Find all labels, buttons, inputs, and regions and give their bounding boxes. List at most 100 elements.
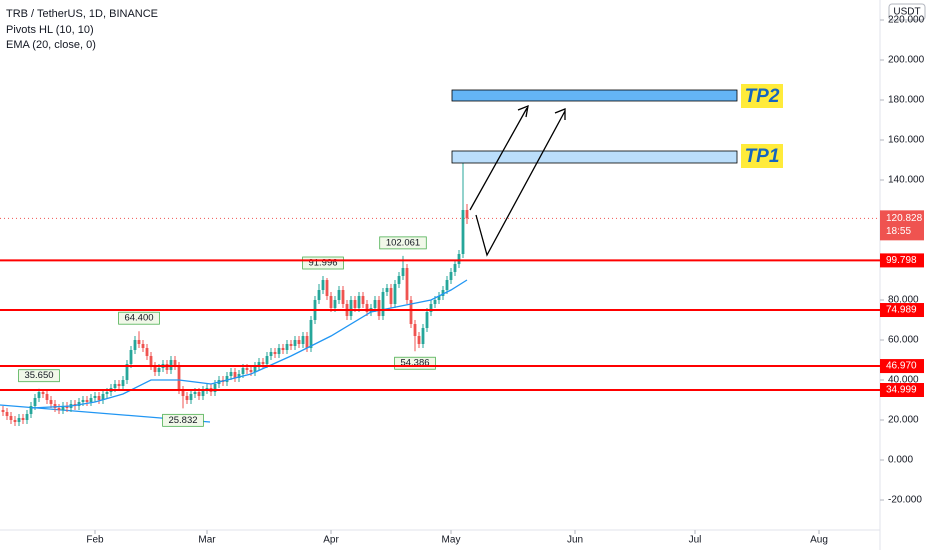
candle-body (457, 254, 461, 264)
plot: 35.650 64.400 91.996 102.061 25.832 54.386 (0, 156, 880, 427)
candle-body (273, 352, 277, 354)
candle-body (377, 300, 381, 316)
candle-body (461, 210, 465, 254)
candle-body (297, 340, 301, 344)
candle-body (373, 300, 377, 308)
candle-body (105, 392, 109, 394)
candle-body (253, 366, 257, 372)
pivot-label: 35.650 (24, 370, 53, 381)
candle-body (389, 288, 393, 304)
candle-body (301, 336, 305, 344)
candle-body (65, 406, 69, 408)
currency[interactable]: USDT (893, 7, 920, 18)
candle-body (405, 268, 409, 300)
candle-body (321, 280, 325, 290)
pivot-label: 25.832 (168, 415, 197, 426)
ema-line (30, 279, 468, 409)
candle-body (1, 410, 5, 412)
candle-body (21, 418, 25, 420)
currency-badge[interactable] (888, 3, 926, 21)
candle-body (281, 348, 285, 350)
level-tag-label: 99.798 (886, 255, 917, 266)
arrow (469, 104, 529, 211)
level-tag (880, 383, 924, 398)
y-tick-label: 60.000 (888, 335, 919, 346)
candle-body (277, 348, 281, 354)
candle-body (85, 400, 89, 402)
candle-body (145, 348, 149, 356)
candle-body (81, 400, 85, 402)
y-tick-label: 80.000 (888, 295, 919, 306)
tp2-zone (451, 89, 738, 102)
candle-body (337, 290, 341, 300)
candle-body (357, 296, 361, 308)
candle-body (393, 284, 397, 304)
candle-body (133, 340, 137, 350)
candle-body (205, 388, 209, 390)
candle-body (117, 384, 121, 386)
candle-body (57, 408, 61, 410)
level-tag-label: 46.970 (886, 361, 917, 372)
candle-body (193, 392, 197, 394)
tp1-zone (451, 150, 738, 164)
candle-body (17, 418, 21, 422)
y-tick-label: 20.000 (888, 415, 919, 426)
candle-body (285, 344, 289, 350)
candle-body (305, 336, 309, 348)
y-tick-label: 160.000 (888, 135, 925, 146)
candle-body (37, 392, 41, 398)
symbol-title: TRB / TetherUS, 1D, BINANCE (6, 8, 158, 20)
pivot-box (162, 413, 204, 427)
candle-body (309, 320, 313, 348)
candle-body (121, 380, 125, 386)
candle-body (141, 344, 145, 348)
candle-body (417, 336, 421, 344)
candle-body (177, 366, 181, 390)
candle-body (245, 368, 249, 370)
y-tick-label: 40.000 (888, 375, 919, 386)
candle-body (229, 372, 233, 376)
candle-body (89, 398, 93, 402)
tp2-label: TP2 (745, 86, 780, 107)
x-tick-label: Aug (810, 535, 828, 546)
candle-body (241, 368, 245, 374)
y-tick-label: 200.000 (888, 55, 925, 66)
x-tick-label: May (442, 535, 461, 546)
x-tick-label: Jul (689, 535, 702, 546)
candle-body (153, 366, 157, 372)
candle-body (169, 360, 173, 370)
candle-body (341, 290, 345, 304)
candle-body (293, 340, 297, 346)
x-tick-label: Apr (323, 535, 339, 546)
y-tick-label: 0.000 (888, 455, 913, 466)
candle-body (265, 356, 269, 364)
candle-body (449, 272, 453, 280)
candle-body (413, 324, 417, 336)
candle-body (137, 340, 141, 344)
candle-body (425, 312, 429, 328)
candle-body (93, 396, 97, 398)
y-tick-label: 220.000 (888, 15, 925, 26)
candle-body (385, 288, 389, 292)
level-tag (880, 303, 924, 318)
bar-countdown: 18:55 (886, 226, 911, 237)
candle-body (397, 276, 401, 284)
candle-body (197, 392, 201, 396)
candle-body (53, 404, 57, 408)
y-tick-label: 140.000 (888, 175, 925, 186)
candle-body (5, 412, 9, 416)
candle-body (361, 296, 365, 304)
candle-body (465, 210, 469, 219)
candle-body (45, 394, 49, 400)
candle-body (101, 394, 105, 400)
candle-body (41, 392, 45, 394)
candle-body (125, 364, 129, 380)
candle-body (149, 356, 153, 366)
candle-body (173, 360, 177, 366)
candle-body (157, 368, 161, 372)
candle-body (349, 300, 353, 316)
pivot-box (118, 311, 160, 325)
candle-body (201, 390, 205, 396)
candle-body (25, 414, 29, 420)
